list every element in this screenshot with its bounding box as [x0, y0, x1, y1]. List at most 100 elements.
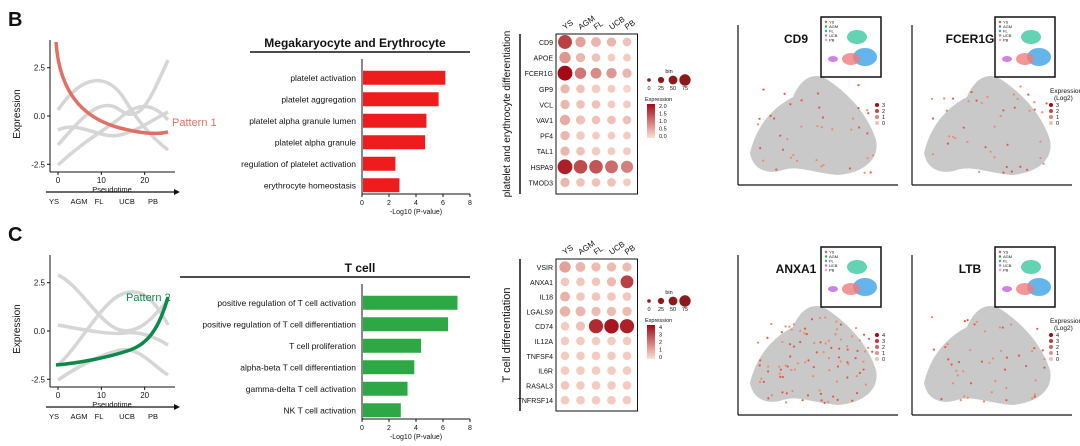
panel-b-umap-expressing-cell	[821, 116, 825, 119]
panel-b-inset-legend-dot	[824, 20, 828, 24]
panel-b-umap-expressing-cell	[789, 103, 792, 106]
panel-b-dot	[622, 68, 632, 78]
panel-c-inset-cluster	[1021, 260, 1041, 274]
panel-b-dot	[559, 51, 571, 64]
panel-b-dot	[607, 53, 616, 62]
panel-c-umap-expressing-cell	[950, 363, 953, 366]
panel-b-umap-expressing-cell	[1027, 93, 1030, 96]
panel-b-umap-expressing-cell	[769, 114, 772, 117]
panel-b-dot	[573, 160, 588, 174]
panel-c-inset-legend-dot	[998, 264, 1002, 267]
panel-c-umap-expressing-cell	[766, 336, 769, 339]
panel-b-dot-gene-label: TMOD3	[529, 180, 554, 187]
panel-c-bar-term-label: alpha-beta T cell differentiation	[240, 362, 356, 372]
panel-b-dot-frame	[555, 33, 638, 195]
panel-c-umap-expressing-cell	[980, 360, 983, 363]
panel-c-umap-expressing-cell	[946, 343, 949, 346]
panel-c-umap-expressing-cell	[1000, 349, 1003, 352]
panel-b-size-legend-dot	[647, 78, 651, 82]
panel-c-bar-term-label: gamma-delta T cell activation	[246, 384, 357, 394]
panel-b-bar-term-label: platelet alpha granule	[275, 137, 357, 147]
panel-c-dot	[576, 366, 585, 375]
panel-c-umap-expressing-cell	[867, 337, 871, 340]
panel-c-umap-scale-swatch	[875, 351, 879, 355]
panel-c-umap-expressing-cell	[766, 370, 770, 373]
panel-c-dot-gene-label: IL12A	[535, 339, 554, 346]
panel-b-umap-expressing-cell	[857, 126, 861, 129]
panel-c-umap-expressing-cell	[1003, 368, 1007, 371]
panel-c-umap-expressing-cell	[1034, 379, 1037, 382]
panel-c-inset-legend-dot	[824, 259, 828, 263]
panel-b-umap-expressing-cell	[816, 92, 820, 95]
panel-b-dot	[560, 99, 570, 110]
panel-b-umap-expressing-cell	[869, 171, 872, 174]
panel-c-umap-expressing-cell	[784, 364, 787, 367]
panel-b-inset-legend-dot	[998, 25, 1002, 28]
panel-c-umap-expressing-cell	[784, 325, 787, 328]
panel-c-umap-scale-swatch	[875, 333, 879, 337]
panel-c-trend-ytick-label: -2.5	[31, 375, 45, 384]
panel-c-umap-scale-swatch	[875, 339, 879, 343]
panel-b-size-legend-dot	[668, 75, 678, 85]
panel-b-umap-expressing-cell	[820, 165, 823, 168]
panel-c-umap-scale-swatch	[1049, 345, 1053, 349]
panel-c-umap-expressing-cell	[807, 359, 810, 362]
panel-c-dot	[606, 277, 617, 287]
panel-b-umap-expressing-cell	[1005, 165, 1008, 169]
panel-c-stage-label: AGM	[70, 412, 87, 421]
panel-c-umap-expressing-cell	[846, 348, 849, 351]
panel-b-size-legend-label: 0	[647, 86, 650, 92]
panel-c-umap-expressing-cell	[806, 394, 810, 397]
panel-c-dot	[622, 395, 632, 405]
panel-c-dot	[607, 292, 616, 301]
panel-c-umap-expressing-cell	[1036, 327, 1039, 330]
panel-b-stage-label: YS	[49, 197, 59, 206]
panel-c-color-legend-title: Expression	[645, 318, 672, 324]
panel-c-color-legend-tick: 1	[659, 348, 662, 354]
panel-b-umap-scale-tick: 3	[1056, 103, 1059, 109]
panel-c-dot-gene-label: VSIR	[537, 265, 553, 272]
panel-c-umap-inset	[994, 246, 1056, 308]
panel-c-dot	[622, 381, 632, 390]
panel-c-dot-group-label: T cell differentiation	[501, 288, 513, 383]
panel-c-umap-expressing-cell	[988, 361, 991, 364]
panel-c-umap-expressing-cell	[767, 397, 770, 400]
panel-b-dot	[574, 67, 587, 79]
panel-c-dot	[622, 351, 632, 361]
panel-b-umap-expressing-cell	[851, 117, 855, 120]
panel-c-dot	[591, 262, 601, 272]
panel-c-inset-legend-dot	[998, 268, 1002, 272]
panel-c-dot	[607, 381, 616, 390]
panel-c-umap-expressing-cell	[855, 375, 858, 378]
panel-c-umap-expressing-cell	[975, 320, 978, 323]
panel-c-umap-expressing-cell	[810, 318, 814, 321]
panel-c-umap-expressing-cell	[966, 396, 969, 399]
panel-c-umap-expressing-cell	[835, 320, 838, 323]
panel-b-dot	[592, 131, 600, 140]
panel-c-umap-scale-tick: 2	[882, 345, 885, 351]
panel-c-stage-label: PB	[148, 412, 158, 421]
panel-c-umap-expressing-cell	[864, 383, 868, 386]
panel-c-dot	[622, 366, 632, 375]
panel-c-umap-expressing-cell	[788, 325, 791, 328]
panel-b-color-legend-tick: 1.5	[659, 112, 667, 118]
panel-c-umap-expressing-cell	[1031, 397, 1034, 400]
panel-c-letter: C	[8, 224, 22, 246]
panel-b-bar-xtick-label: 4	[414, 200, 418, 207]
panel-b-dot	[576, 146, 585, 156]
panel-b-stage-arrowhead	[174, 189, 180, 195]
panel-c-trend-pattern-curve	[55, 296, 170, 367]
panel-c-stage-label: UCB	[119, 412, 135, 421]
panel-b-bar-xtick-label: 8	[468, 200, 472, 207]
panel-c-dot	[560, 291, 570, 302]
panel-b-umap-expressing-cell	[773, 117, 776, 120]
panel-c-umap-scale-tick: 1	[1056, 351, 1059, 357]
panel-b-dot	[620, 160, 634, 173]
panel-b-trend-ytick-label: -2.5	[31, 160, 45, 169]
panel-c-dot	[560, 351, 570, 361]
panel-b-umap-expressing-cell	[1028, 109, 1031, 112]
panel-c-bar	[363, 317, 449, 332]
panel-b-bar-xtick-label: 6	[441, 200, 445, 207]
panel-b-umap-expressing-cell	[1019, 85, 1022, 88]
